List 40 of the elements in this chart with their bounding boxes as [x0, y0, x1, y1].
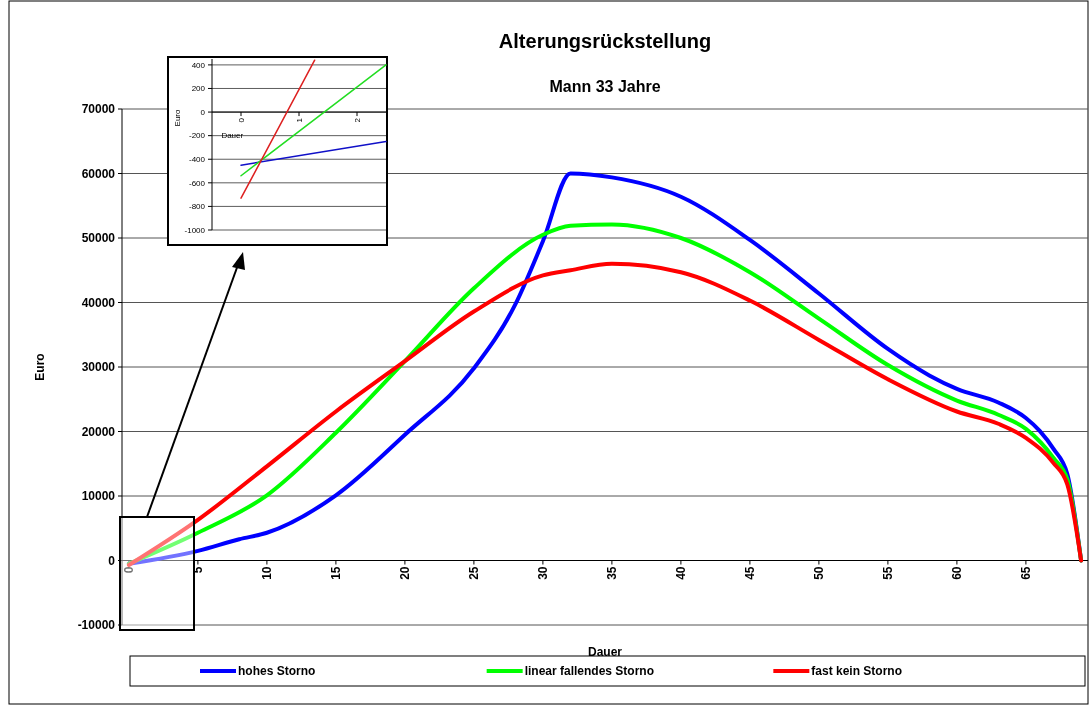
- x-tick-label: 0: [122, 566, 137, 574]
- y-tick-label: 40000: [81, 295, 116, 310]
- x-tick-label: 2: [352, 117, 362, 123]
- x-tick-label: 20: [398, 566, 413, 580]
- y-tick-label: 30000: [81, 360, 116, 375]
- y-tick-label: -400: [188, 155, 206, 165]
- legend-label: linear fallendes Storno: [524, 664, 655, 679]
- x-tick-label: 65: [1019, 566, 1034, 580]
- x-tick-label: 1: [294, 117, 304, 123]
- y-tick-label: -600: [188, 178, 206, 188]
- x-axis-title: Dauer: [221, 131, 244, 141]
- y-tick-label: 400: [191, 60, 206, 70]
- chart-subtitle: Mann 33 Jahre: [549, 78, 661, 95]
- y-tick-label: -200: [188, 131, 206, 141]
- x-tick-label: 10: [260, 566, 275, 580]
- chart-title: Alterungsrückstellung: [498, 30, 712, 52]
- x-tick-label: 25: [467, 566, 482, 580]
- x-axis-title: Dauer: [587, 645, 623, 659]
- x-tick-label: 35: [605, 566, 620, 580]
- y-tick-label: 200: [191, 84, 206, 94]
- y-tick-label: 20000: [81, 424, 116, 439]
- x-tick-label: 50: [812, 566, 827, 580]
- y-tick-label: 60000: [81, 166, 116, 181]
- x-tick-label: 15: [329, 566, 344, 580]
- x-tick-label: 30: [536, 566, 551, 580]
- x-tick-label: 40: [674, 566, 689, 580]
- y-tick-label: -1000: [184, 225, 206, 235]
- x-tick-label: 45: [743, 566, 758, 580]
- legend-label: hohes Storno: [238, 664, 316, 679]
- x-tick-label: 60: [950, 566, 965, 580]
- y-tick-label: 10000: [81, 489, 116, 504]
- y-tick-label: 50000: [81, 231, 116, 246]
- x-tick-label: 0: [236, 117, 246, 123]
- y-tick-label: -800: [188, 202, 206, 212]
- y-axis-title: Euro: [172, 109, 182, 127]
- legend-label: fast kein Storno: [811, 664, 903, 679]
- y-axis-title: Euro: [33, 353, 48, 381]
- y-tick-label: -10000: [77, 618, 116, 633]
- y-tick-label: 70000: [81, 102, 116, 117]
- x-tick-label: 55: [881, 566, 896, 580]
